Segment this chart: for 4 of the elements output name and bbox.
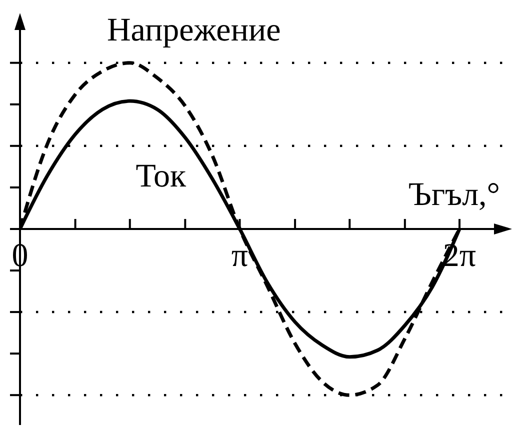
series-label: Ток bbox=[136, 158, 187, 195]
series-label: Напрежение bbox=[106, 12, 281, 48]
x-axis-title: Ъгъл,° bbox=[408, 176, 500, 213]
x-tick-label: π bbox=[231, 238, 248, 274]
